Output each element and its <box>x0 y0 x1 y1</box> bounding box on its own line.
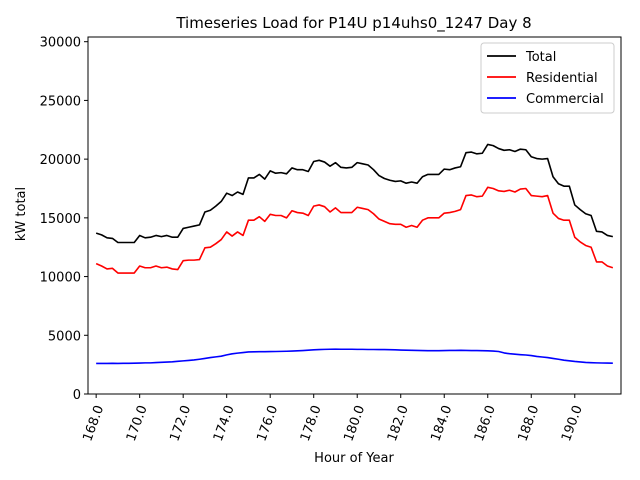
y-tick-label: 30000 <box>40 36 81 51</box>
legend-label-residential: Residential <box>526 71 598 86</box>
y-tick-label: 15000 <box>40 212 81 227</box>
y-tick-label: 20000 <box>40 153 81 168</box>
series-line-residential <box>95 186 614 274</box>
legend-label-total: Total <box>525 50 556 65</box>
y-tick-label: 25000 <box>40 94 81 109</box>
legend: Total Residential Commercial <box>480 42 615 114</box>
series-lines <box>95 143 614 365</box>
chart-title: Timeseries Load for P14U p14uhs0_1247 Da… <box>175 14 531 33</box>
legend-box <box>480 42 615 114</box>
series-line-total <box>95 143 614 244</box>
series-line-commercial <box>96 348 613 365</box>
y-tick-label: 10000 <box>40 271 81 286</box>
y-tick-label: 5000 <box>48 329 81 344</box>
y-tick-label: 0 <box>73 388 81 403</box>
plot-frame <box>87 36 622 395</box>
y-axis-ticks: 0 5000 10000 15000 20000 25000 30000 <box>40 36 88 403</box>
legend-label-commercial: Commercial <box>526 92 604 107</box>
x-axis-label: Hour of Year <box>314 451 394 466</box>
y-axis-label: kW total <box>14 187 29 241</box>
